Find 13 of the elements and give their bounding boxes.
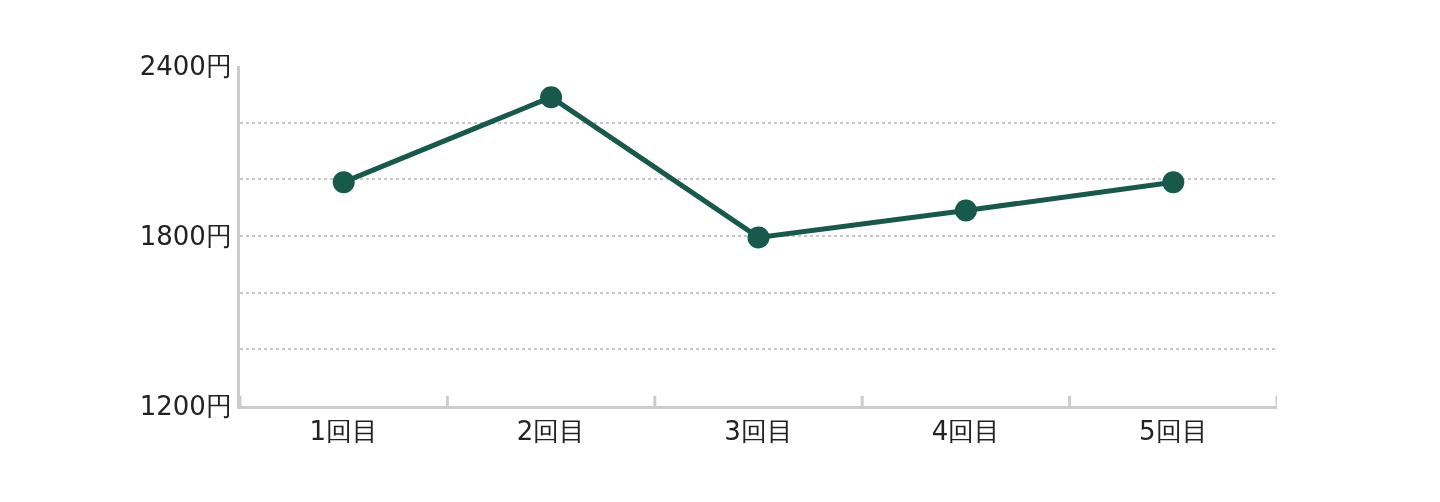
point: [332, 171, 355, 194]
y-tick-label: 1800円: [139, 221, 232, 252]
point: [1162, 171, 1185, 194]
y-tick-label: 2400円: [139, 51, 232, 82]
x-tick-label: 4回目: [931, 416, 1001, 447]
x-tick-label: 2回目: [516, 416, 586, 447]
point: [954, 199, 977, 222]
point: [540, 86, 563, 109]
point: [747, 226, 770, 249]
x-tick-label: 3回目: [724, 416, 793, 447]
y-tick-label: 1200円: [139, 391, 232, 422]
x-tick-label: 1回目: [309, 416, 378, 447]
x-tick-label: 5回目: [1139, 416, 1208, 447]
